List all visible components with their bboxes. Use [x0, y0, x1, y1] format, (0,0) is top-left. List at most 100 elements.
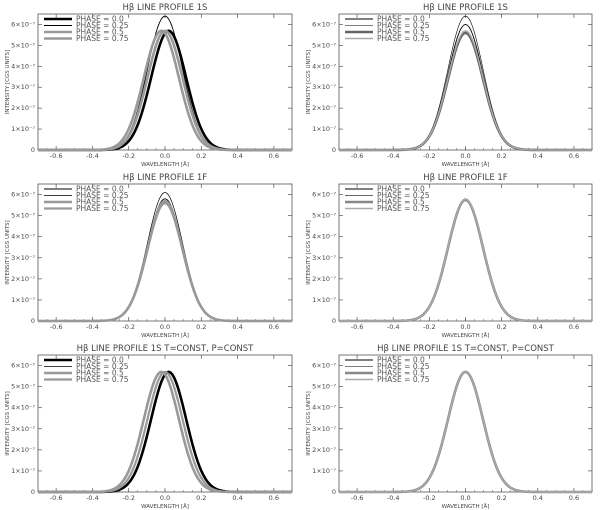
x-tick-label: 0.0 — [160, 323, 170, 331]
y-tick-label: 0 — [332, 488, 336, 496]
series-line-4 — [339, 30, 592, 151]
chart-panel-5: Hβ LINE PROFILE 1S T=CONST, P=CONST -0.6 -… — [5, 344, 293, 510]
x-axis-label: WAVELENGTH [Å] — [442, 161, 490, 168]
chart-panel-3: Hβ LINE PROFILE 1F -0.6 -0.4 -0.2 0.0 0.2 0.4 0… — [5, 173, 293, 339]
x-tick-label: 0.2 — [196, 152, 206, 160]
series-line-3 — [38, 201, 292, 323]
legend-label: PHASE = 0.25 — [76, 191, 129, 200]
y-tick-label: 5×10⁻⁷ — [312, 383, 336, 391]
chart-panel-1: Hβ LINE PROFILE 1S -0.6 -0.4 -0.2 0.0 0.2 0.4 0… — [5, 3, 293, 168]
legend-label: PHASE = 0.25 — [377, 191, 430, 200]
x-tick-label: 0.2 — [196, 494, 206, 502]
chart-title: Hβ LINE PROFILE 1S T=CONST, P=CONST — [377, 344, 555, 354]
x-tick-label: 0.6 — [569, 323, 579, 331]
chart-panel-2: Hβ LINE PROFILE 1S -0.6 -0.4 -0.2 0.0 0.2 0.4 0… — [306, 3, 593, 168]
series-line-1 — [38, 198, 292, 322]
y-tick-label: 0 — [332, 146, 336, 154]
series-line-1 — [38, 29, 292, 152]
y-tick-label: 0 — [31, 488, 35, 496]
x-tick-label: -0.2 — [122, 323, 135, 331]
legend-label: PHASE = 0.0 — [76, 15, 124, 24]
y-tick-label: 1×10⁻⁷ — [11, 125, 35, 133]
chart-panel-4: Hβ LINE PROFILE 1F -0.6 -0.4 -0.2 0.0 0.2 0.4 0… — [306, 173, 593, 339]
y-axis-label: INTENSITY [CGS UNITS] — [306, 220, 312, 285]
x-tick-label: 0.6 — [269, 152, 279, 160]
x-tick-label: -0.6 — [50, 494, 63, 502]
y-tick-label: 2×10⁻⁷ — [11, 104, 35, 112]
y-tick-label: 5×10⁻⁷ — [312, 41, 336, 49]
x-tick-label: -0.4 — [86, 152, 99, 160]
x-tick-label: 0.4 — [232, 494, 242, 502]
x-tick-label: 0.0 — [460, 323, 470, 331]
series-line-2 — [38, 371, 292, 493]
y-tick-label: 1×10⁻⁷ — [312, 296, 336, 304]
x-tick-label: 0.0 — [160, 152, 170, 160]
x-tick-label: 0.0 — [460, 494, 470, 502]
x-tick-label: 0.4 — [232, 152, 242, 160]
y-tick-label: 4×10⁻⁷ — [11, 233, 35, 241]
y-axis-label: INTENSITY [CGS UNITS] — [306, 391, 312, 456]
y-tick-label: 0 — [31, 146, 35, 154]
x-tick-label: 0.0 — [460, 152, 470, 160]
series-line-1 — [38, 370, 292, 494]
legend-label: PHASE = 0.5 — [377, 198, 425, 207]
series-line-3 — [38, 370, 292, 494]
x-tick-label: -0.2 — [122, 494, 135, 502]
legend-label: PHASE = 0.5 — [377, 28, 425, 37]
series-line-1 — [339, 371, 592, 493]
series-line-3 — [339, 31, 592, 152]
y-tick-label: 3×10⁻⁷ — [11, 254, 35, 262]
y-tick-label: 5×10⁻⁷ — [11, 41, 35, 49]
x-axis-label: WAVELENGTH [Å] — [442, 332, 490, 339]
y-tick-label: 3×10⁻⁷ — [312, 425, 336, 433]
series-line-3 — [339, 198, 592, 323]
x-tick-label: 0.2 — [196, 323, 206, 331]
series-line-4 — [339, 371, 592, 493]
y-tick-label: 0 — [332, 317, 336, 325]
y-tick-label: 6×10⁻⁷ — [11, 362, 35, 370]
x-tick-label: -0.6 — [351, 323, 364, 331]
chart-title: Hβ LINE PROFILE 1F — [423, 173, 508, 183]
series-line-3 — [339, 370, 592, 494]
series-line-4 — [38, 29, 292, 152]
x-tick-label: 0.2 — [496, 152, 506, 160]
y-tick-label: 2×10⁻⁷ — [312, 275, 336, 283]
x-tick-label: 0.4 — [533, 494, 543, 502]
x-tick-label: -0.2 — [423, 152, 436, 160]
legend-label: PHASE = 0.75 — [76, 204, 129, 213]
legend-label: PHASE = 0.75 — [377, 204, 430, 213]
y-tick-label: 2×10⁻⁷ — [11, 275, 35, 283]
y-tick-label: 6×10⁻⁷ — [11, 20, 35, 28]
y-axis-label: INTENSITY [CGS UNITS] — [306, 50, 312, 115]
y-tick-label: 3×10⁻⁷ — [312, 254, 336, 262]
series-line-1 — [339, 198, 592, 322]
y-tick-label: 2×10⁻⁷ — [312, 104, 336, 112]
y-tick-label: 2×10⁻⁷ — [11, 446, 35, 454]
y-tick-label: 6×10⁻⁷ — [312, 20, 336, 28]
y-tick-label: 4×10⁻⁷ — [312, 404, 336, 412]
legend-label: PHASE = 0.0 — [377, 15, 425, 24]
x-tick-label: 0.4 — [232, 323, 242, 331]
y-tick-label: 5×10⁻⁷ — [11, 212, 35, 220]
y-tick-label: 4×10⁻⁷ — [312, 233, 336, 241]
series-line-4 — [339, 198, 592, 322]
x-tick-label: -0.4 — [387, 323, 400, 331]
x-axis-label: WAVELENGTH [Å] — [141, 161, 189, 168]
x-tick-label: 0.0 — [160, 494, 170, 502]
legend-label: PHASE = 0.5 — [76, 369, 124, 378]
legend-label: PHASE = 0.0 — [76, 356, 124, 365]
y-axis-label: INTENSITY [CGS UNITS] — [5, 50, 11, 115]
y-tick-label: 0 — [31, 317, 35, 325]
y-tick-label: 6×10⁻⁷ — [312, 191, 336, 199]
x-tick-label: 0.6 — [569, 494, 579, 502]
x-tick-label: -0.6 — [351, 494, 364, 502]
legend-label: PHASE = 0.5 — [76, 28, 124, 37]
legend-label: PHASE = 0.75 — [377, 375, 430, 384]
y-tick-label: 1×10⁻⁷ — [11, 467, 35, 475]
series-line-2 — [339, 371, 592, 493]
y-tick-label: 5×10⁻⁷ — [11, 383, 35, 391]
